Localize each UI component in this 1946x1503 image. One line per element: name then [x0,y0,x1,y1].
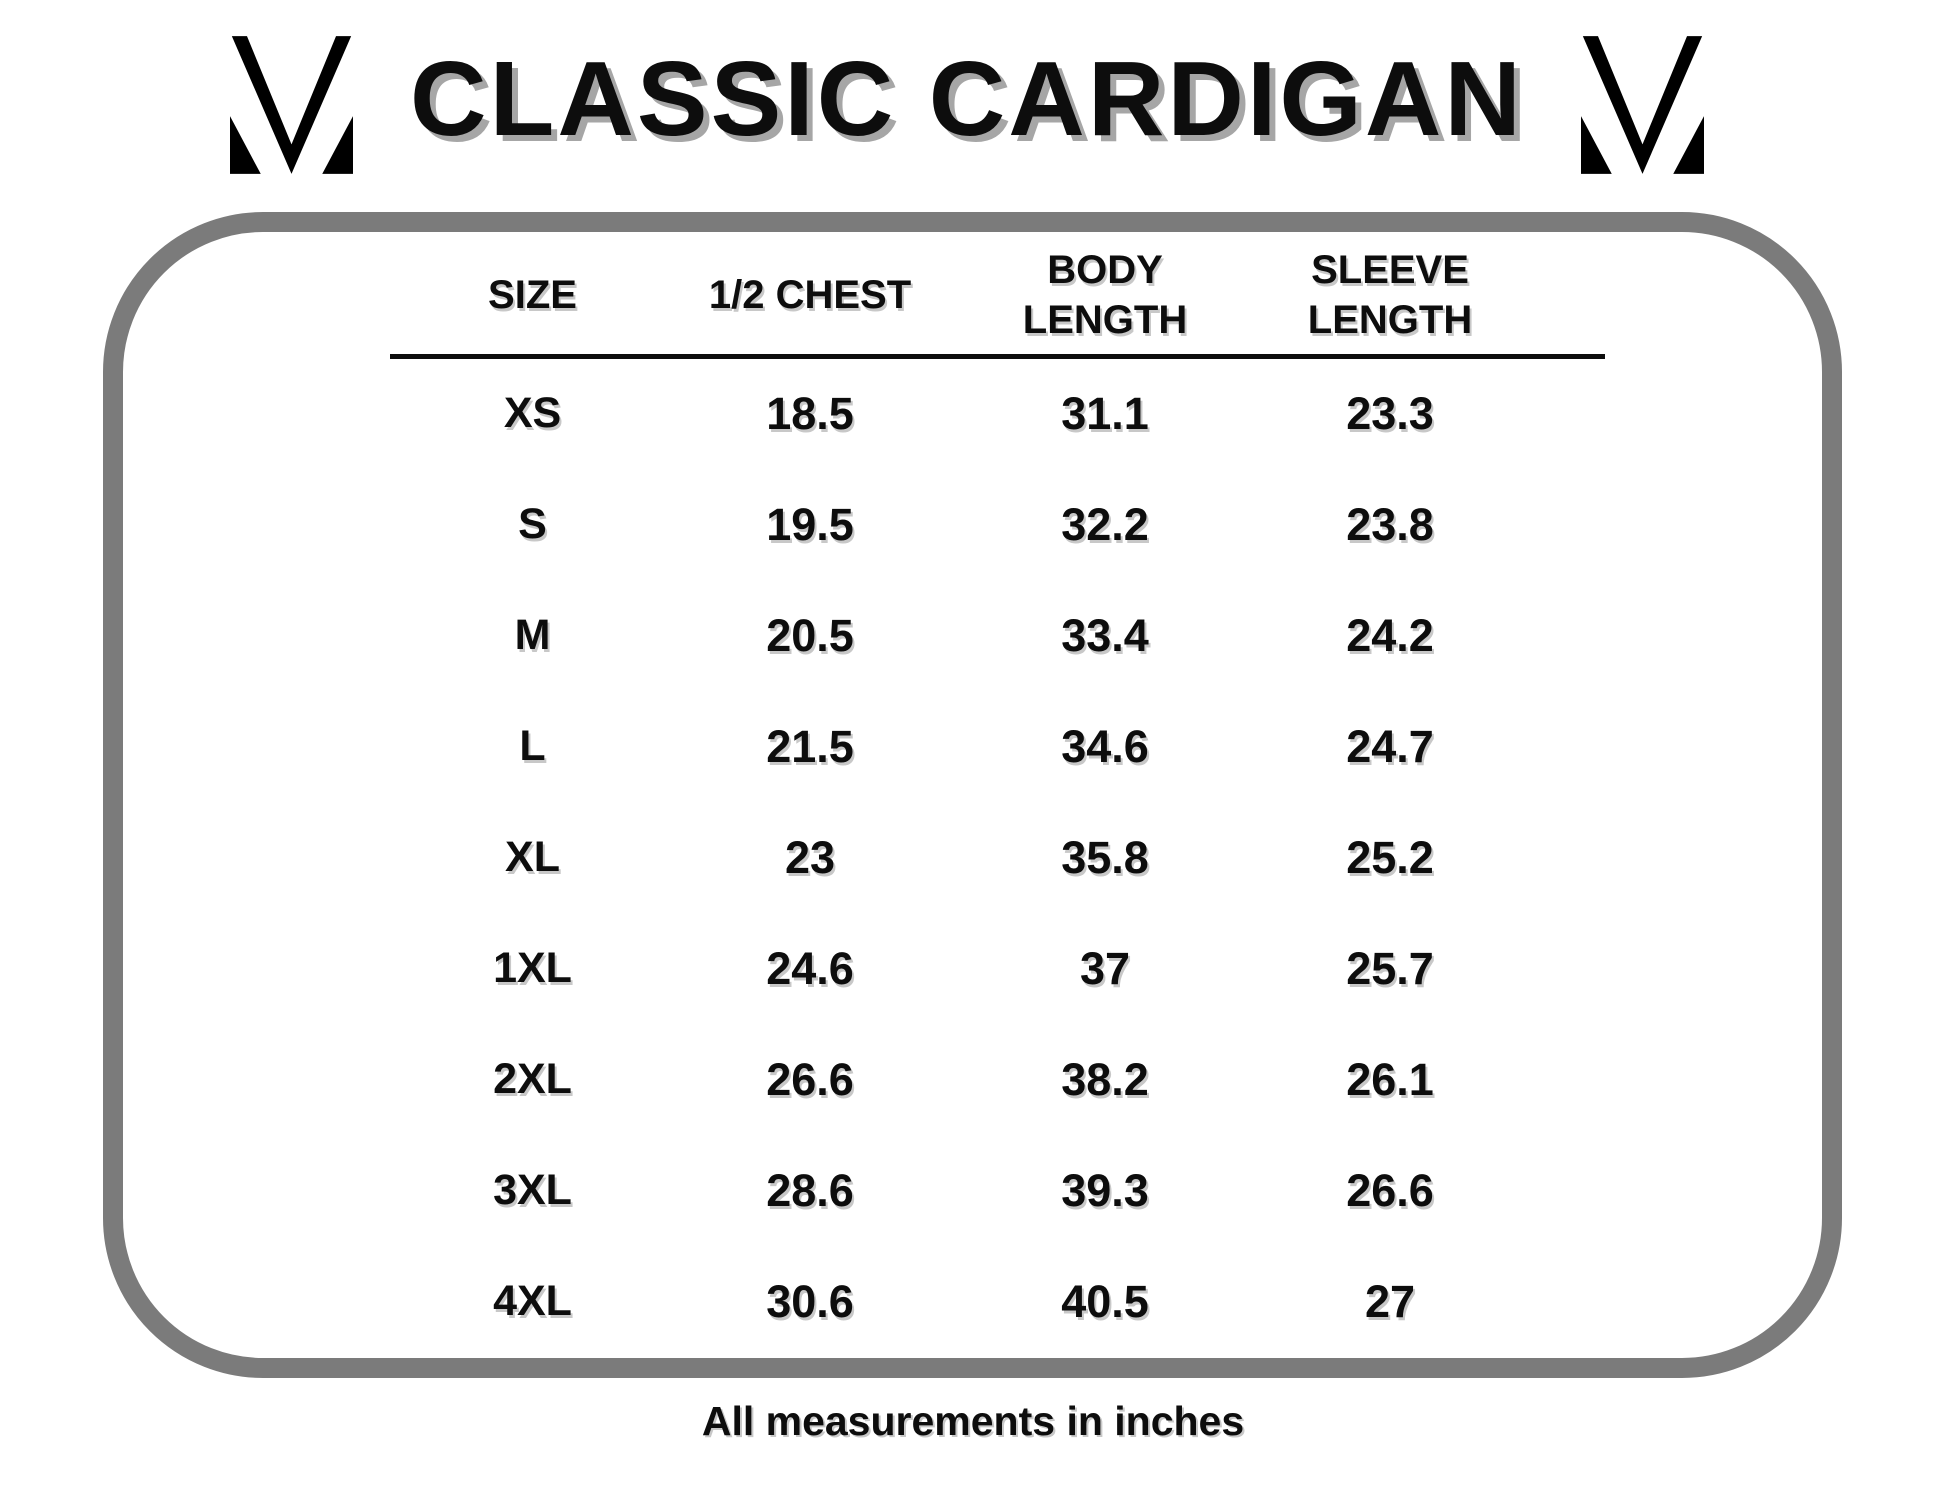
size-cell: XS [503,389,562,437]
table-row: 2XL 26.6 38.2 26.1 [390,1024,1515,1135]
column-header-line: SIZE [488,273,577,317]
chart-frame [103,212,1842,1378]
page-title: CLASSIC CARDIGAN [410,39,1524,158]
table-row: XS 18.5 31.1 23.3 [390,358,1515,469]
column-header-sleeve-length: SLEEVE LENGTH [1265,235,1515,355]
size-cell: XL [505,833,560,881]
column-header-size: SIZE [390,235,675,355]
column-header-line: LENGTH [1022,298,1188,342]
half-chest-cell: 23 [784,831,836,883]
page-header: CLASSIC CARDIGAN [230,35,1704,175]
half-chest-cell: 21.5 [766,720,854,772]
sleeve-length-cell: 27 [1364,1275,1416,1327]
size-cell: 1XL [493,944,572,992]
body-length-cell: 32.2 [1061,498,1149,550]
table-row: 3XL 28.6 39.3 26.6 [390,1135,1515,1246]
sleeve-length-cell: 23.8 [1346,498,1434,550]
half-chest-cell: 30.6 [766,1275,854,1327]
size-cell: L [519,722,546,770]
half-chest-cell: 28.6 [766,1164,854,1216]
size-cell: 4XL [493,1277,572,1325]
sleeve-length-cell: 24.7 [1346,720,1434,772]
half-chest-cell: 24.6 [766,942,854,994]
column-header-line: SLEEVE [1311,248,1469,292]
column-header-line: 1/2 CHEST [708,273,912,317]
sleeve-length-cell: 25.7 [1346,942,1434,994]
body-length-cell: 38.2 [1061,1053,1149,1105]
header-rule [390,354,1605,359]
half-chest-cell: 20.5 [766,609,854,661]
body-length-cell: 37 [1079,942,1131,994]
size-cell: M [514,611,551,659]
sleeve-length-cell: 23.3 [1346,387,1434,439]
size-cell: 2XL [493,1055,572,1103]
half-chest-cell: 18.5 [766,387,854,439]
column-header-half-chest: 1/2 CHEST [675,235,945,355]
body-length-cell: 33.4 [1061,609,1149,661]
column-header-body-length: BODY LENGTH [945,235,1265,355]
half-chest-cell: 19.5 [766,498,854,550]
column-header-line: LENGTH [1307,298,1473,342]
table-row: XL 23 35.8 25.2 [390,802,1515,913]
column-header-line: BODY [1047,248,1163,292]
body-length-cell: 39.3 [1061,1164,1149,1216]
measurements-note: All measurements in inches [701,1398,1245,1444]
size-cell: S [518,500,547,548]
table-row: L 21.5 34.6 24.7 [390,691,1515,802]
table-row: M 20.5 33.4 24.2 [390,580,1515,691]
sleeve-length-cell: 26.6 [1346,1164,1434,1216]
body-length-cell: 34.6 [1061,720,1149,772]
half-chest-cell: 26.6 [766,1053,854,1105]
body-length-cell: 35.8 [1061,831,1149,883]
size-cell: 3XL [493,1166,572,1214]
sleeve-length-cell: 25.2 [1346,831,1434,883]
body-length-cell: 40.5 [1061,1275,1149,1327]
sleeve-length-cell: 24.2 [1346,609,1434,661]
table-row: S 19.5 32.2 23.8 [390,469,1515,580]
table-row: 1XL 24.6 37 25.7 [390,913,1515,1024]
table-header-row: SIZE 1/2 CHEST BODY LENGTH SLEEVE LENGTH [390,235,1515,355]
brand-m-logo-icon [230,36,353,174]
table-body: XS 18.5 31.1 23.3 S 19.5 32.2 23.8 M 20.… [390,358,1515,1357]
body-length-cell: 31.1 [1061,387,1149,439]
sleeve-length-cell: 26.1 [1346,1053,1434,1105]
brand-m-logo-icon [1581,36,1704,174]
table-row: 4XL 30.6 40.5 27 [390,1246,1515,1357]
